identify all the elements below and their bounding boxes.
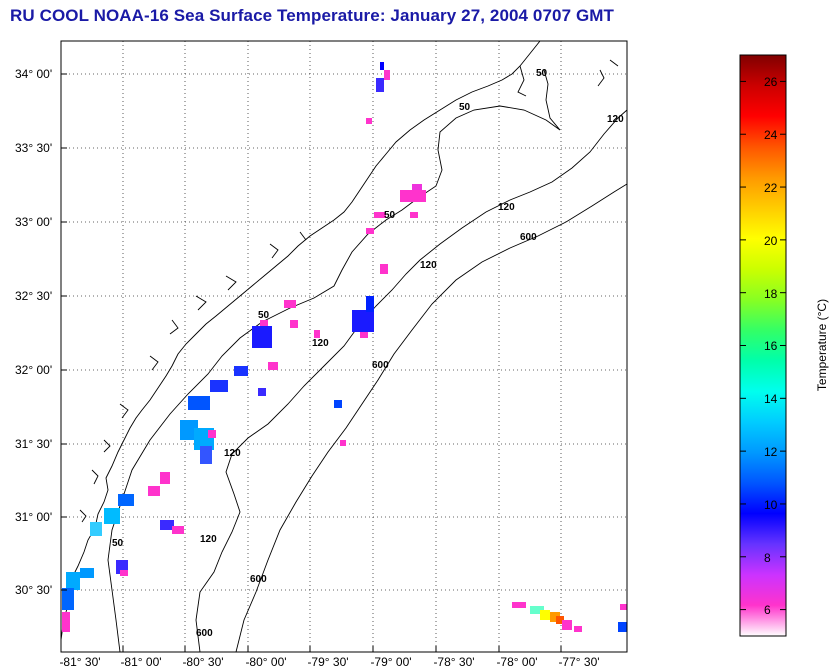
isobath-600 [235,183,627,652]
lat-tick-label: 32° 00' [15,363,52,377]
lon-tick-label: -78° 30' [433,655,474,669]
lon-tick-label: -80° 00' [245,655,286,669]
isobath-label: 50 [384,210,396,221]
lat-tick-label: 31° 30' [15,437,52,451]
coastline [61,41,541,641]
lon-axis: -81° 30' -81° 00' -80° 30' -80° 00' -79°… [59,655,599,669]
isobath-label: 600 [250,574,267,585]
isobath-label: 50 [112,538,124,549]
lat-tick-label: 31° 00' [15,510,52,524]
lat-tick-label: 32° 30' [15,289,52,303]
lat-tick-label: 30° 30' [15,583,52,597]
lon-tick-label: -81° 30' [59,655,100,669]
isobath-label: 50 [536,68,548,79]
lon-tick-label: -78° 00' [496,655,537,669]
isobath-label: 600 [372,360,389,371]
isobath-50 [107,69,561,652]
isobath-labels: 50 50 50 50 50 120 120 120 120 120 120 6… [112,68,624,639]
isobath-label: 600 [520,232,537,243]
isobath-label: 120 [420,260,437,271]
lat-axis: 34° 00' 33° 30' 33° 00' 32° 30' 32° 00' … [15,67,52,597]
isobath-label: 120 [607,114,624,125]
lon-tick-label: -79° 00' [370,655,411,669]
isobath-label: 50 [258,310,270,321]
sst-pixels [62,62,627,632]
isobath-label: 120 [224,448,241,459]
isobath-label: 50 [459,102,471,113]
isobath-label: 120 [312,338,329,349]
lat-tick-label: 33° 00' [15,215,52,229]
lat-tick-label: 34° 00' [15,67,52,81]
lon-tick-label: -80° 30' [182,655,223,669]
lon-tick-label: -79° 30' [307,655,348,669]
isobath-label: 120 [498,202,515,213]
map-title: RU COOL NOAA-16 Sea Surface Temperature:… [10,6,615,25]
lon-tick-label: -77° 30' [558,655,599,669]
isobath-120 [195,109,627,652]
isobath-label: 120 [200,534,217,545]
axis-tick-marks [61,73,562,652]
lon-tick-label: -81° 00' [120,655,161,669]
estuaries [79,59,619,523]
isobath-label: 600 [196,628,213,639]
plot-frame [60,40,628,653]
lat-tick-label: 33° 30' [15,141,52,155]
